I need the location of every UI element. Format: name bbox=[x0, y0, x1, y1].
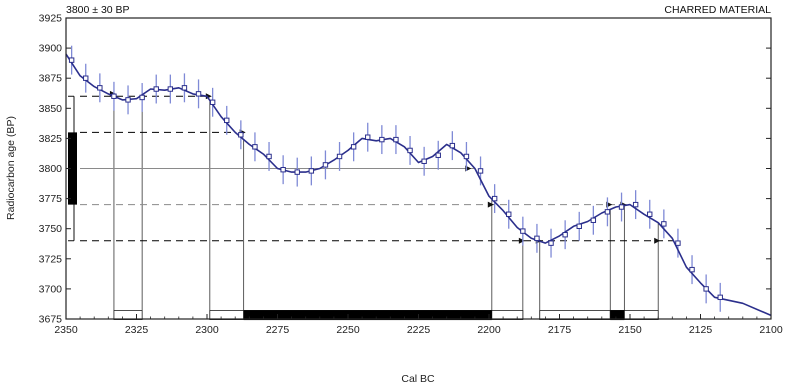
calibration-curve-line bbox=[65, 53, 772, 317]
curve-data-point bbox=[421, 158, 427, 164]
curve-data-point bbox=[435, 152, 441, 158]
two-sigma-range-bar bbox=[623, 310, 659, 320]
curve-data-point bbox=[618, 204, 625, 210]
curve-data-point bbox=[379, 136, 385, 143]
curve-data-point bbox=[125, 97, 131, 103]
curve-data-point bbox=[252, 144, 258, 150]
curve-data-point bbox=[266, 153, 272, 160]
curve-data-point bbox=[280, 167, 286, 173]
curve-data-point bbox=[548, 240, 554, 246]
curve-data-point bbox=[449, 142, 456, 149]
curve-data-point bbox=[590, 217, 597, 223]
measurement-layer bbox=[68, 95, 77, 242]
curve-data-point bbox=[294, 169, 300, 175]
y-tick-label: 3825 bbox=[39, 133, 63, 145]
material-label: CHARRED MATERIAL bbox=[664, 4, 771, 16]
curve-data-point bbox=[717, 294, 723, 301]
two-sigma-range-bar bbox=[209, 310, 245, 320]
x-tick-label: 2100 bbox=[759, 324, 783, 336]
curve-data-point bbox=[139, 94, 145, 101]
curve-data-point bbox=[97, 85, 103, 91]
x-tick-label: 2175 bbox=[548, 324, 572, 336]
y-tick-label: 3875 bbox=[39, 73, 63, 85]
curve-data-point bbox=[167, 86, 174, 92]
y-tick-label: 3925 bbox=[39, 13, 63, 25]
date-label: 3800 ± 30 BP bbox=[66, 4, 130, 16]
x-tick-label: 2125 bbox=[689, 324, 713, 336]
curve-data-point bbox=[153, 86, 159, 92]
y-axis-title: Radiocarbon age (BP) bbox=[5, 116, 17, 220]
curve-data-point bbox=[703, 286, 709, 292]
curve-data-point bbox=[195, 91, 202, 97]
y-tick-label: 3750 bbox=[39, 223, 63, 235]
curve-data-point bbox=[477, 168, 484, 174]
y-tick-label: 3725 bbox=[39, 253, 63, 265]
curve-data-point bbox=[181, 85, 188, 91]
y-tick-label: 3700 bbox=[39, 283, 63, 295]
curve-data-point bbox=[576, 223, 582, 229]
curve-data-point bbox=[224, 117, 230, 124]
one-sigma-measurement-bar bbox=[68, 132, 77, 205]
intercept-arrow-marker bbox=[487, 201, 494, 208]
curve-data-point bbox=[562, 232, 568, 238]
x-tick-label: 2300 bbox=[195, 324, 219, 336]
gridlines-layer bbox=[80, 90, 674, 320]
curve-data-point bbox=[463, 153, 470, 160]
curve-data-point bbox=[350, 144, 357, 150]
curve-data-point bbox=[308, 168, 315, 174]
curve-data-point bbox=[491, 195, 498, 202]
curve-data-point bbox=[520, 228, 526, 234]
x-tick-label: 2350 bbox=[54, 324, 78, 336]
two-sigma-range-bar bbox=[491, 310, 524, 320]
curve-data-point bbox=[209, 99, 216, 105]
two-sigma-range-bar bbox=[113, 310, 143, 320]
curve-data-point bbox=[407, 147, 413, 154]
x-tick-label: 2250 bbox=[336, 324, 360, 336]
one-sigma-range-bar bbox=[610, 310, 625, 321]
x-tick-label: 2325 bbox=[125, 324, 149, 336]
x-axis-title: Cal BC bbox=[401, 373, 435, 385]
curve-data-point bbox=[689, 266, 695, 273]
y-tick-label: 3850 bbox=[39, 103, 63, 115]
y-tick-label: 3900 bbox=[39, 43, 63, 55]
one-sigma-range-bar bbox=[243, 310, 492, 321]
x-tick-label: 2225 bbox=[407, 324, 431, 336]
curve-data-point bbox=[336, 153, 343, 160]
curve-data-point bbox=[393, 136, 399, 143]
probability-bars-layer bbox=[113, 310, 659, 321]
curve-data-point bbox=[534, 235, 540, 242]
y-tick-label: 3800 bbox=[39, 163, 63, 175]
calibration-curve-layer bbox=[65, 45, 772, 317]
x-tick-label: 2275 bbox=[266, 324, 290, 336]
y-tick-label: 3675 bbox=[39, 314, 63, 326]
axes-layer: 3675 3700 3725 3750 3775 3800 3825 3850 3875 3900… bbox=[39, 13, 783, 337]
curve-data-point bbox=[238, 132, 244, 138]
curve-data-point bbox=[83, 75, 89, 81]
y-tick-label: 3775 bbox=[39, 193, 63, 205]
x-tick-label: 2200 bbox=[477, 324, 501, 336]
two-sigma-range-bar bbox=[539, 310, 611, 320]
curve-data-point bbox=[68, 57, 75, 63]
intercept-arrow-marker bbox=[654, 237, 661, 244]
curve-data-point bbox=[661, 221, 667, 227]
curve-data-point bbox=[506, 211, 512, 217]
x-tick-label: 2150 bbox=[618, 324, 642, 336]
intercept-arrow-marker bbox=[518, 237, 525, 244]
curve-data-point bbox=[111, 93, 117, 99]
curve-data-point bbox=[675, 240, 681, 246]
curve-data-point bbox=[322, 162, 329, 168]
curve-data-point bbox=[632, 201, 639, 208]
curve-data-point bbox=[647, 211, 653, 217]
curve-data-point bbox=[365, 134, 371, 140]
curve-data-point bbox=[604, 209, 611, 215]
